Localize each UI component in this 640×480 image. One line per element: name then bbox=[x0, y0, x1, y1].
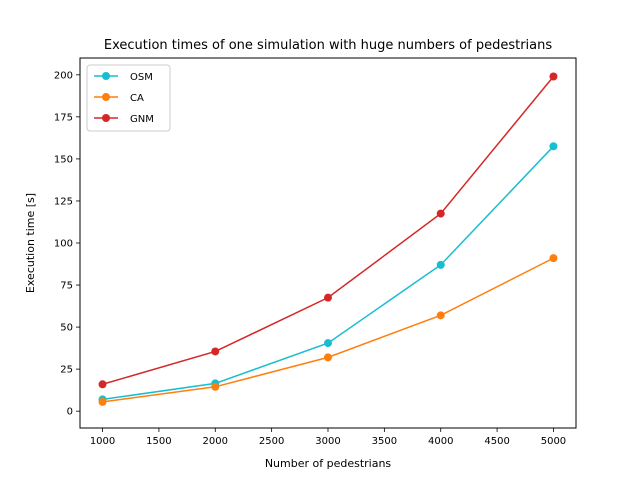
y-tick-label: 25 bbox=[60, 365, 73, 376]
y-axis-label: Execution time [s] bbox=[24, 193, 37, 293]
x-tick-label: 4000 bbox=[428, 436, 453, 447]
x-tick-label: 2500 bbox=[259, 436, 284, 447]
legend-marker-osm bbox=[102, 72, 110, 80]
chart-title: Execution times of one simulation with h… bbox=[104, 38, 552, 53]
y-tick-label: 125 bbox=[54, 196, 73, 207]
y-tick-label: 200 bbox=[54, 70, 73, 81]
x-axis-label: Number of pedestrians bbox=[265, 457, 392, 470]
x-tick-label: 2000 bbox=[203, 436, 228, 447]
data-point-gnm bbox=[98, 380, 107, 389]
x-tick-label: 4500 bbox=[484, 436, 509, 447]
data-point-gnm bbox=[436, 209, 445, 218]
x-tick-label: 1500 bbox=[146, 436, 171, 447]
y-tick-label: 75 bbox=[60, 281, 73, 292]
legend-label-ca: CA bbox=[130, 93, 144, 104]
data-point-gnm bbox=[549, 72, 558, 81]
data-point-ca bbox=[436, 311, 445, 320]
series-layer bbox=[98, 72, 558, 406]
x-tick-label: 3000 bbox=[315, 436, 340, 447]
legend-box bbox=[86, 64, 171, 132]
data-point-osm bbox=[436, 260, 445, 269]
data-point-osm bbox=[549, 142, 558, 151]
series-line-ca bbox=[102, 257, 554, 403]
legend-marker-ca bbox=[102, 93, 110, 101]
y-tick-label: 175 bbox=[54, 112, 73, 123]
legend-label-osm: OSM bbox=[130, 72, 153, 83]
data-point-ca bbox=[211, 382, 220, 391]
data-point-gnm bbox=[324, 293, 332, 302]
data-point-ca bbox=[549, 254, 558, 263]
legend: OSM CA GNM bbox=[86, 64, 171, 132]
y-tick-label: 150 bbox=[54, 154, 73, 165]
data-point-gnm bbox=[211, 347, 220, 356]
data-point-ca bbox=[98, 397, 107, 406]
series-line-osm bbox=[102, 145, 554, 401]
y-tick-label: 100 bbox=[54, 239, 73, 250]
x-tick-label: 3500 bbox=[372, 436, 397, 447]
x-tick-label: 1000 bbox=[90, 436, 115, 447]
y-axis: 0 25 50 75 100 125 150 175 200 bbox=[54, 70, 80, 418]
y-tick-label: 50 bbox=[60, 323, 73, 334]
data-point-osm bbox=[324, 339, 332, 348]
data-point-ca bbox=[324, 353, 332, 362]
legend-label-gnm: GNM bbox=[130, 114, 154, 125]
y-tick-label: 0 bbox=[67, 407, 73, 418]
legend-marker-gnm bbox=[102, 114, 110, 122]
x-axis: 1000 1500 2000 2500 3000 3500 4000 4500 5000 bbox=[90, 428, 566, 447]
x-tick-label: 5000 bbox=[541, 436, 566, 447]
